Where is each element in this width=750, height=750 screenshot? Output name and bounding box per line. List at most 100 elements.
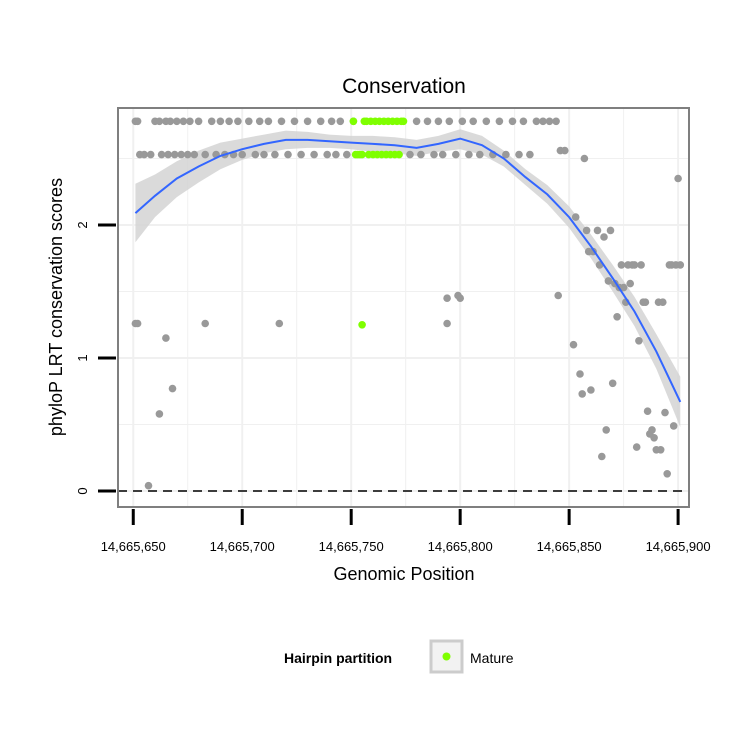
data-point	[225, 117, 233, 126]
data-point	[632, 443, 641, 451]
data-point	[434, 117, 443, 126]
data-point	[155, 410, 164, 418]
x-tick-label: 14,665,850	[537, 539, 602, 554]
data-point	[155, 117, 164, 126]
smooth-line-layer	[118, 137, 689, 492]
data-point	[539, 117, 547, 126]
x-tick-label: 14,665,700	[210, 539, 275, 554]
data-point	[336, 117, 345, 126]
data-point	[626, 279, 634, 288]
data-point	[251, 150, 260, 159]
y-tick-label: 2	[75, 221, 90, 228]
y-tick-label: 1	[75, 354, 90, 361]
smooth-line	[134, 137, 682, 403]
data-point	[476, 150, 484, 159]
data-point	[465, 150, 473, 159]
data-point	[674, 174, 682, 183]
data-point	[245, 117, 253, 126]
data-point	[423, 117, 432, 126]
data-point	[284, 150, 292, 159]
data-point	[598, 452, 606, 461]
data-point	[606, 226, 615, 235]
data-point	[327, 117, 336, 126]
legend: Hairpin partition Mature	[284, 639, 514, 674]
data-point	[587, 386, 595, 394]
data-point	[216, 117, 225, 126]
point-layer	[131, 117, 685, 490]
data-point	[456, 294, 465, 303]
data-point	[234, 117, 242, 126]
y-axis-title: phyloP LRT conservation scores	[46, 178, 66, 436]
data-point	[600, 233, 608, 241]
data-point	[554, 291, 562, 300]
data-point	[608, 379, 617, 388]
smooth-band-layer	[135, 129, 681, 428]
data-point	[604, 277, 613, 285]
data-point	[264, 117, 273, 126]
x-tick-label: 14,665,750	[319, 539, 384, 554]
data-point	[179, 117, 188, 126]
data-point	[661, 408, 669, 417]
data-point	[571, 213, 580, 221]
data-point	[186, 117, 194, 126]
confidence-band	[135, 129, 681, 428]
data-point	[648, 426, 656, 434]
data-point	[569, 340, 578, 349]
data-point	[532, 117, 541, 126]
data-point	[578, 390, 586, 398]
data-point	[417, 150, 425, 159]
data-point	[255, 117, 264, 126]
data-point	[157, 150, 166, 159]
data-point	[162, 334, 170, 342]
data-point	[412, 117, 421, 126]
data-point	[469, 117, 478, 126]
data-point	[676, 261, 685, 269]
data-point	[502, 150, 510, 159]
x-tick-label: 14,665,800	[428, 539, 493, 554]
data-point	[343, 150, 351, 159]
data-point	[545, 117, 554, 126]
data-point	[482, 117, 491, 126]
data-point-mature	[358, 150, 366, 159]
data-point	[277, 117, 286, 126]
data-point	[443, 319, 451, 328]
data-point	[443, 294, 451, 303]
data-point	[602, 426, 610, 434]
y-axis: 0 1 2	[75, 221, 116, 495]
legend-key-mature	[442, 652, 451, 661]
data-point	[613, 313, 621, 321]
data-point	[166, 117, 175, 126]
data-point	[438, 150, 447, 159]
data-point	[576, 370, 584, 378]
data-point	[201, 150, 209, 159]
data-point	[177, 150, 185, 159]
data-point	[316, 117, 325, 126]
data-point	[445, 117, 454, 126]
data-point	[669, 422, 678, 430]
y-tick-label: 0	[75, 487, 90, 494]
plot-panel	[118, 108, 689, 507]
data-point	[164, 150, 172, 159]
data-point	[406, 150, 414, 159]
data-point	[637, 261, 645, 269]
data-point	[630, 261, 639, 269]
data-point	[561, 146, 569, 155]
data-point-mature	[358, 321, 366, 329]
plot-border	[117, 107, 690, 508]
data-point	[582, 226, 591, 235]
data-point	[458, 117, 467, 126]
data-point	[146, 150, 155, 159]
data-point	[173, 117, 181, 126]
data-point	[526, 150, 534, 159]
data-point	[238, 150, 246, 159]
data-point-mature	[349, 117, 358, 126]
data-point	[140, 150, 148, 159]
data-point	[659, 298, 667, 307]
data-point	[635, 337, 643, 345]
chart-title: Conservation	[342, 75, 466, 98]
data-point	[133, 117, 142, 126]
data-point	[201, 319, 209, 328]
data-point	[643, 407, 652, 416]
